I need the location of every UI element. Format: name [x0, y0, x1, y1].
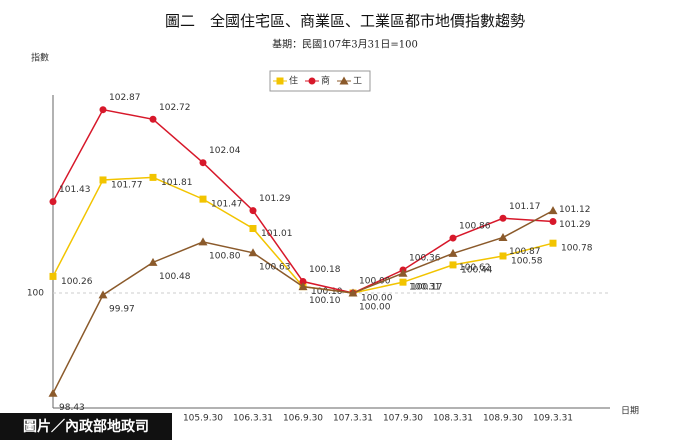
point — [148, 257, 158, 266]
data-label: 100.86 — [459, 222, 491, 232]
point — [499, 252, 507, 260]
data-label: 100.80 — [209, 251, 241, 261]
point — [299, 278, 307, 286]
point — [49, 272, 57, 280]
legend-box — [269, 70, 371, 92]
point — [449, 261, 457, 269]
data-label: 100.58 — [511, 256, 543, 266]
x-tick-label: 108.3.31 — [433, 414, 473, 424]
data-label: 100.10 — [311, 287, 343, 297]
y-tick-label: 100 — [27, 289, 44, 299]
legend-label: 工 — [353, 77, 362, 87]
point — [48, 388, 58, 397]
point — [398, 268, 408, 277]
source-box — [0, 413, 172, 440]
data-label: 101.81 — [161, 178, 193, 188]
point — [249, 225, 257, 233]
x-axis-label: 日期 — [621, 406, 639, 417]
data-label: 100.00 — [361, 294, 393, 304]
data-label: 100.00 — [359, 277, 391, 287]
point — [49, 198, 57, 206]
data-label: 100.62 — [459, 263, 491, 273]
series-line — [52, 176, 554, 294]
point — [399, 278, 407, 286]
point — [298, 282, 308, 291]
data-label: 100.31 — [409, 283, 441, 293]
data-label: 101.17 — [509, 202, 541, 212]
point — [549, 217, 557, 225]
y-axis-label: 指數 — [31, 52, 49, 64]
point — [249, 207, 257, 215]
legend-label: 住 — [289, 75, 298, 87]
data-label: 101.47 — [211, 200, 243, 210]
x-tick-label: 107.9.30 — [383, 414, 423, 424]
data-label: 100.26 — [61, 277, 93, 287]
point — [499, 214, 507, 222]
point — [199, 195, 207, 203]
x-tick-label: 109.3.31 — [533, 414, 573, 424]
data-label: 100.44 — [461, 265, 493, 275]
x-tick-label: 106.3.31 — [233, 414, 273, 424]
x-tick-label: 106.9.30 — [283, 414, 323, 424]
data-label: 102.04 — [209, 146, 241, 156]
data-label: 102.87 — [109, 93, 141, 103]
point — [248, 248, 258, 257]
data-label: 101.77 — [111, 180, 143, 190]
source-credit: 圖片／內政部地政司 — [23, 418, 149, 435]
chart-title: 圖二 全國住宅區、商業區、工業區都市地價指數趨勢 — [165, 12, 525, 30]
data-label: 100.48 — [159, 272, 191, 282]
data-label: 101.29 — [259, 194, 291, 204]
data-label: 101.43 — [59, 185, 91, 195]
point — [448, 248, 458, 257]
data-label: 100.17 — [411, 283, 443, 293]
data-label: 100.10 — [309, 296, 341, 306]
x-tick-label: 108.9.30 — [483, 414, 523, 424]
data-label: 99.97 — [109, 304, 135, 314]
data-label: 100.78 — [561, 244, 593, 254]
x-tick-label: 107.3.31 — [333, 414, 373, 424]
data-label: 100.87 — [509, 247, 541, 257]
point — [348, 288, 358, 297]
x-tick-label: 105.9.30 — [183, 414, 223, 424]
data-label: 101.29 — [559, 220, 591, 230]
data-label: 101.01 — [261, 229, 293, 239]
data-label: 98.43 — [59, 403, 85, 413]
chart-subtitle: 基期：民國107年3月31日=100 — [272, 38, 418, 51]
point — [198, 237, 208, 246]
point — [149, 173, 157, 181]
series-line — [52, 209, 554, 394]
point — [199, 159, 207, 167]
legend-label: 商 — [321, 75, 330, 87]
data-label: 100.36 — [409, 254, 441, 264]
point — [99, 106, 107, 114]
data-label: 100.00 — [359, 303, 391, 313]
point — [98, 290, 108, 299]
point — [449, 234, 457, 242]
point — [99, 176, 107, 184]
point — [548, 206, 558, 215]
data-label: 100.63 — [259, 262, 291, 272]
point — [149, 115, 157, 123]
data-label: 102.72 — [159, 103, 191, 113]
data-label: 100.18 — [309, 265, 341, 275]
point — [498, 232, 508, 241]
point — [549, 239, 557, 247]
data-label: 101.12 — [559, 205, 591, 215]
